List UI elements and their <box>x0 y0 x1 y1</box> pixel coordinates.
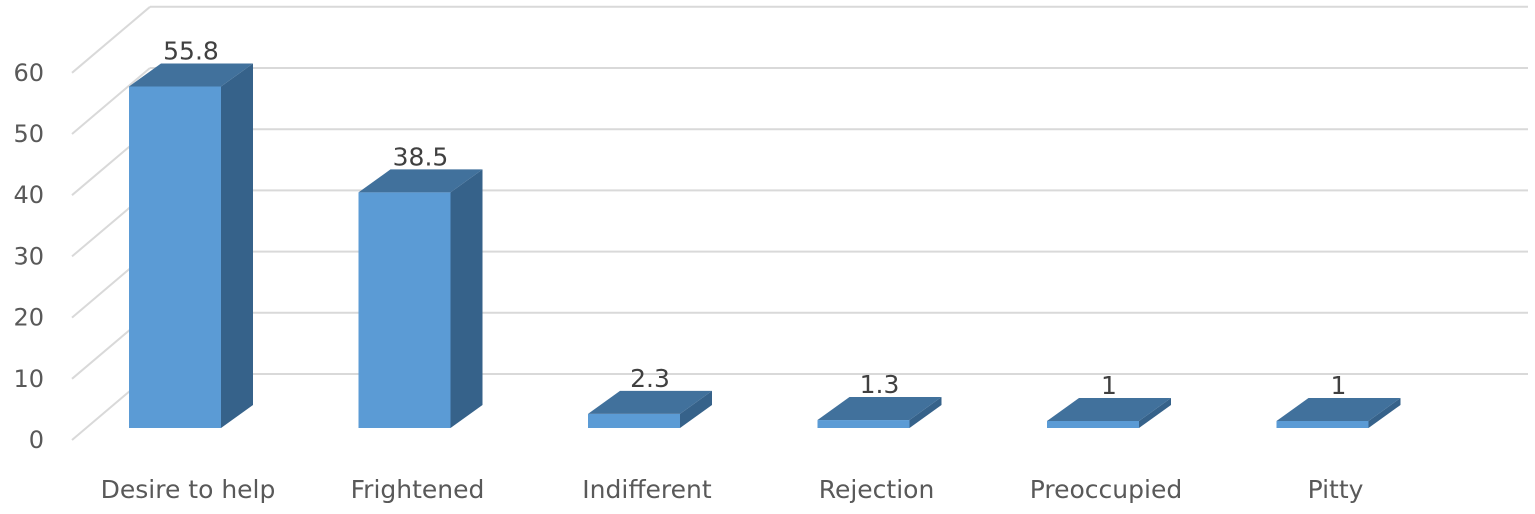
data-label: 55.8 <box>163 37 219 66</box>
bar-front-face <box>129 86 221 428</box>
y-axis-tick-labels: 0 10 20 30 40 50 60 <box>13 59 44 454</box>
y-tick-label: 10 <box>13 365 44 393</box>
bar <box>588 390 712 428</box>
bar-side-face <box>1368 398 1401 428</box>
data-label: 1 <box>1331 371 1347 400</box>
bar-top-face <box>588 390 712 414</box>
data-label: 1 <box>1101 371 1117 400</box>
bar <box>817 397 942 428</box>
bar-top-face <box>129 63 253 87</box>
bar-side-face <box>909 397 942 428</box>
bar-front-face <box>358 192 451 428</box>
gridline-diagonal <box>71 6 151 74</box>
data-label: 2.3 <box>630 364 670 393</box>
gridline-diagonal <box>71 67 151 135</box>
bar-front-face <box>1047 421 1139 428</box>
bar-side-face <box>450 169 483 428</box>
bar-top-face <box>1047 398 1171 421</box>
y-tick-label: 20 <box>13 304 44 332</box>
y-tick-label: 30 <box>13 242 44 270</box>
gridlines <box>71 5 1528 441</box>
bar <box>129 63 253 429</box>
y-tick-label: 40 <box>13 181 44 209</box>
x-category-label: Preoccupied <box>1030 475 1182 504</box>
bar-side-face <box>221 63 253 429</box>
bar-front-face <box>1276 421 1369 428</box>
x-category-label: Frightened <box>351 475 485 504</box>
bar-front-face <box>588 413 680 428</box>
y-tick-label: 0 <box>29 426 44 454</box>
bar-top-face <box>1276 398 1401 421</box>
bar-top-face <box>817 397 942 421</box>
bar <box>358 169 483 428</box>
x-category-label: Indifferent <box>582 475 712 504</box>
data-labels: 55.8 38.5 2.3 1.3 1 1 <box>163 37 1346 400</box>
bar-front-face <box>817 420 910 428</box>
y-tick-label: 60 <box>13 59 44 87</box>
bar-side-face <box>680 390 712 428</box>
y-tick-label: 50 <box>13 120 44 148</box>
bar-side-face <box>1139 398 1171 428</box>
bar <box>1276 398 1401 428</box>
bar-top-face <box>358 169 483 193</box>
x-axis-category-labels: Desire to help Frightened Indifferent Rejec… <box>101 475 1364 504</box>
bar <box>1047 398 1171 428</box>
data-label: 1.3 <box>860 370 900 399</box>
bars <box>129 63 1401 429</box>
x-category-label: Desire to help <box>101 475 276 504</box>
x-category-label: Pitty <box>1308 475 1364 504</box>
x-category-label: Rejection <box>819 475 935 504</box>
data-label: 38.5 <box>393 142 449 171</box>
